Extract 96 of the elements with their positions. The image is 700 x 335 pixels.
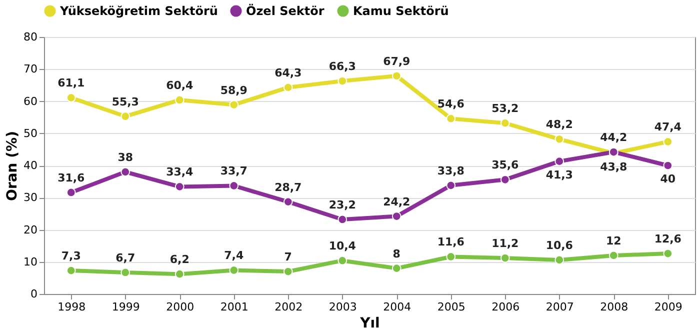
y-tick-label: 50 — [24, 126, 38, 140]
point — [66, 188, 76, 198]
y-tick-label: 10 — [24, 255, 38, 268]
x-tick-label: 2001 — [220, 300, 248, 314]
y-tick-label: 80 — [24, 30, 38, 44]
data-label: 66,3 — [328, 60, 356, 74]
x-axis-title: Yıl — [359, 316, 380, 332]
data-label: 55,3 — [112, 95, 139, 108]
x-tick-label: 2008 — [600, 300, 628, 314]
y-tick-label: 40 — [24, 159, 38, 172]
y-tick-label: 30 — [24, 191, 38, 204]
data-label: 43,8 — [600, 160, 628, 174]
point — [663, 248, 673, 258]
point — [446, 252, 456, 262]
point — [338, 76, 348, 86]
data-label: 23,2 — [328, 198, 356, 212]
point — [229, 181, 239, 190]
point — [283, 266, 293, 276]
data-label: 12,6 — [654, 232, 682, 246]
x-tick-label: 2007 — [546, 300, 574, 314]
data-label: 53,2 — [492, 102, 519, 116]
data-label: 28,7 — [274, 180, 302, 194]
point — [446, 180, 456, 190]
y-tick-label: 60 — [24, 94, 38, 108]
y-axis-title: Oran (%) — [4, 131, 21, 201]
point — [608, 250, 618, 260]
point — [446, 114, 456, 124]
data-label: 35,6 — [492, 158, 520, 172]
x-tick-label: 2004 — [383, 300, 412, 314]
point — [174, 269, 184, 279]
x-tick-label: 2003 — [328, 300, 357, 314]
data-label: 67,9 — [383, 54, 410, 68]
legend-label: Kamu Sektörü — [353, 4, 449, 18]
point — [554, 255, 564, 265]
y-tick-label: 70 — [24, 62, 38, 76]
point — [663, 160, 673, 170]
data-label: 8 — [392, 247, 400, 260]
point — [500, 253, 510, 263]
data-label: 33,7 — [220, 164, 248, 178]
y-tick-label: 0 — [30, 288, 38, 300]
point — [66, 93, 76, 102]
data-label: 11,6 — [437, 236, 465, 249]
data-label: 10,6 — [546, 238, 574, 252]
x-tick-label: 2009 — [654, 300, 682, 314]
point — [554, 156, 564, 166]
point — [338, 256, 348, 266]
point — [392, 71, 402, 81]
point — [338, 214, 348, 224]
x-tick-label: 2002 — [274, 300, 303, 314]
point — [120, 268, 130, 278]
data-label: 7 — [284, 250, 292, 264]
data-label: 38 — [118, 150, 134, 164]
data-label: 6,7 — [116, 251, 136, 264]
data-label: 6,2 — [170, 253, 190, 266]
x-tick-label: 1998 — [58, 300, 86, 314]
x-tick-label: 2000 — [166, 300, 194, 314]
point — [283, 82, 293, 92]
point — [174, 95, 184, 105]
data-label: 31,6 — [58, 171, 86, 184]
point — [120, 112, 130, 122]
data-label: 10,4 — [328, 240, 356, 253]
y-tick-label: 20 — [24, 223, 38, 236]
data-label: 33,8 — [437, 164, 464, 178]
x-tick-label: 2006 — [492, 300, 520, 314]
data-label: 24,2 — [383, 195, 410, 208]
x-tick-label: 1999 — [112, 300, 140, 314]
legend-label: Özel Sektör — [246, 3, 324, 18]
data-label: 41,3 — [546, 168, 573, 182]
data-label: 40 — [660, 172, 676, 186]
data-label: 54,6 — [437, 98, 465, 111]
data-label: 7,3 — [61, 250, 81, 263]
point — [500, 118, 510, 128]
data-label: 60,4 — [166, 78, 194, 92]
point — [283, 197, 293, 206]
data-label: 58,9 — [220, 84, 248, 97]
point — [500, 174, 510, 184]
point — [663, 137, 673, 146]
data-label: 12 — [606, 234, 622, 248]
point — [229, 266, 239, 275]
point — [174, 182, 184, 192]
data-label: 11,2 — [492, 237, 519, 250]
point — [554, 134, 564, 144]
point — [66, 266, 76, 276]
point — [229, 100, 239, 110]
data-label: 33,4 — [166, 166, 194, 179]
data-label: 44,2 — [600, 131, 628, 144]
data-label: 7,4 — [224, 249, 244, 262]
data-label: 64,3 — [274, 66, 302, 80]
point — [120, 167, 130, 177]
x-tick-label: 2005 — [437, 300, 466, 314]
data-label: 48,2 — [546, 118, 573, 132]
point — [392, 264, 402, 273]
data-label: 47,4 — [654, 120, 682, 134]
data-label: 61,1 — [58, 76, 85, 90]
legend-label: Yükseköğretim Sektörü — [59, 4, 218, 18]
point — [392, 212, 402, 221]
